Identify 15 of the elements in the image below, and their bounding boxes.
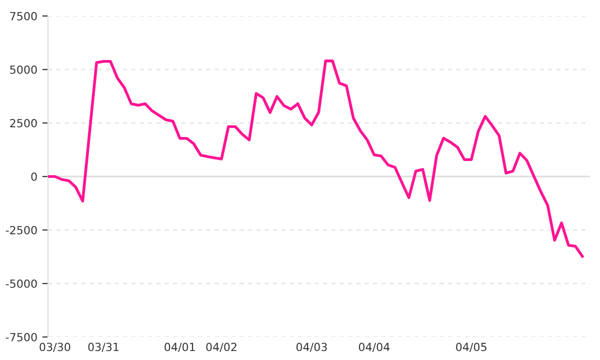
x-tick-label: 04/04: [358, 342, 390, 352]
y-tick-label: -2500: [6, 226, 37, 234]
y-tick-label: -5000: [6, 279, 37, 288]
x-tick-label: 04/05: [456, 342, 486, 352]
y-tick-label: -7500: [6, 332, 37, 342]
x-tick-label: 04/01: [164, 342, 195, 352]
y-tick-label: 5000: [10, 65, 37, 74]
line-series: [48, 60, 584, 258]
y-tick-label: 0: [31, 172, 37, 181]
x-tick-label: 04/02: [206, 342, 236, 352]
y-tick-label: 2500: [10, 118, 37, 128]
x-tick-label: 04/03: [296, 342, 327, 352]
x-tick-label: 03/30: [40, 342, 70, 352]
y-tick-label: 7500: [10, 12, 37, 20]
x-tick-label: 03/31: [88, 342, 119, 352]
